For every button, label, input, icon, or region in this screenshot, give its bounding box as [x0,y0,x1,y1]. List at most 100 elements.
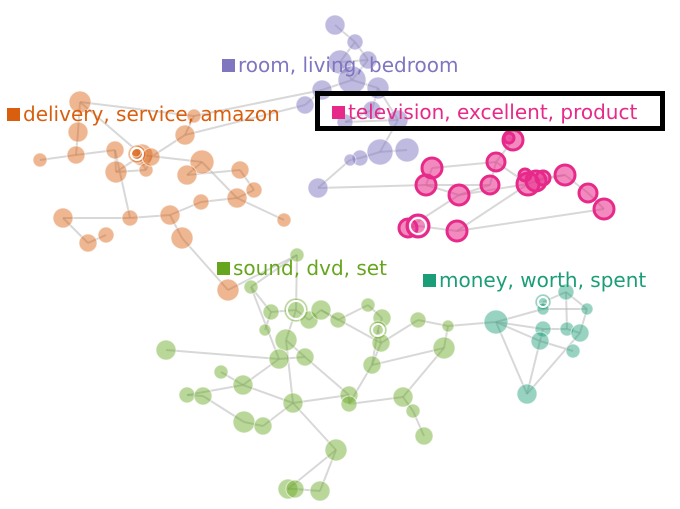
room-node[interactable] [346,33,364,51]
delivery-node[interactable] [170,226,194,250]
television-node[interactable] [502,131,516,145]
television-node[interactable] [445,219,469,243]
sound-node[interactable] [405,403,421,419]
money-node[interactable] [483,309,509,335]
delivery-node[interactable] [138,162,154,178]
delivery-node[interactable] [176,164,198,186]
sound-node[interactable] [340,395,358,413]
delivery-node[interactable] [192,193,210,211]
sound-node[interactable] [360,297,376,313]
delivery-edge [114,149,131,219]
sound-node[interactable] [310,299,332,321]
sound-node[interactable] [414,426,434,446]
room-node[interactable] [307,177,329,199]
delivery-node[interactable] [67,121,89,143]
television-node[interactable] [414,173,438,197]
television-node[interactable] [553,163,577,187]
sound-node[interactable] [232,410,256,434]
money-node[interactable] [557,283,575,301]
money-node[interactable] [565,343,581,359]
delivery-node[interactable] [66,145,86,165]
sound-node[interactable] [324,438,348,462]
television-node[interactable] [479,174,501,196]
sound-node[interactable] [392,386,414,408]
sound-node[interactable] [432,336,456,360]
sound-node[interactable] [268,348,290,370]
room-node[interactable] [362,100,382,120]
sound-node[interactable] [282,392,304,414]
delivery-node[interactable] [216,278,240,302]
money-node[interactable] [570,323,590,343]
sound-node[interactable] [193,386,213,406]
sound-node[interactable] [339,385,359,405]
delivery-node[interactable] [230,160,250,180]
delivery-node[interactable] [32,152,48,168]
sound-edge [278,356,306,360]
sound-node[interactable] [262,303,280,321]
sound-node[interactable] [441,319,455,333]
cluster-label-room[interactable]: room, living, bedroom [222,55,458,75]
delivery-node[interactable] [104,160,128,184]
delivery-node[interactable] [186,108,202,124]
sound-node[interactable] [409,311,427,329]
room-node[interactable] [295,95,315,115]
sound-node[interactable] [362,355,382,375]
television-node[interactable] [534,169,552,187]
television-node[interactable] [592,197,616,221]
sound-node[interactable] [258,323,272,337]
delivery-node[interactable] [52,207,74,229]
sound-node[interactable] [243,279,259,295]
sound-label-text: sound, dvd, set [233,256,387,280]
delivery-node[interactable] [105,140,125,160]
sound-node[interactable] [178,386,196,404]
delivery-node[interactable] [189,149,215,175]
delivery-node[interactable] [159,204,181,226]
cluster-label-television[interactable]: television, excellent, product [332,102,637,122]
delivery-node[interactable] [141,147,161,167]
cluster-label-delivery[interactable]: delivery, service, amazon [7,104,280,124]
room-node[interactable] [324,14,346,36]
sound-node[interactable] [253,416,273,436]
sound-node[interactable] [295,347,315,367]
room-node[interactable] [394,137,420,163]
delivery-node[interactable] [276,212,292,228]
room-node[interactable] [366,138,394,166]
delivery-node[interactable] [97,226,115,244]
room-node[interactable] [343,153,357,167]
sound-edge [202,395,245,423]
delivery-node[interactable] [68,90,92,114]
sound-node[interactable] [155,339,177,361]
sound-node[interactable] [329,311,347,329]
cluster-label-sound[interactable]: sound, dvd, set [217,258,387,278]
money-node[interactable] [530,331,550,351]
money-node[interactable] [516,383,538,405]
delivery-edge [75,149,116,156]
money-node[interactable] [534,320,552,338]
delivery-node[interactable] [121,209,139,227]
money-node[interactable] [559,321,575,337]
sound-node[interactable] [289,247,305,263]
sound-node[interactable] [232,374,254,396]
television-node[interactable] [517,167,533,183]
delivery-node[interactable] [226,187,248,209]
money-node[interactable] [580,302,594,316]
delivery-node[interactable] [245,181,263,199]
sound-node[interactable] [371,333,391,353]
sound-edge [371,347,445,366]
television-node[interactable] [577,182,599,204]
sound-node[interactable] [309,480,331,502]
sound-node[interactable] [274,328,298,352]
sound-node[interactable] [277,478,299,500]
room-node[interactable] [358,50,378,70]
delivery-node[interactable] [174,124,196,146]
television-node[interactable] [485,151,507,173]
sound-node[interactable] [285,479,305,499]
cluster-label-money[interactable]: money, worth, spent [423,270,646,290]
sound-edge [243,421,264,427]
delivery-node[interactable] [78,233,98,253]
sound-node[interactable] [372,308,392,328]
television-node[interactable] [447,183,471,207]
sound-node[interactable] [213,364,229,380]
delivery-edge [236,189,255,199]
